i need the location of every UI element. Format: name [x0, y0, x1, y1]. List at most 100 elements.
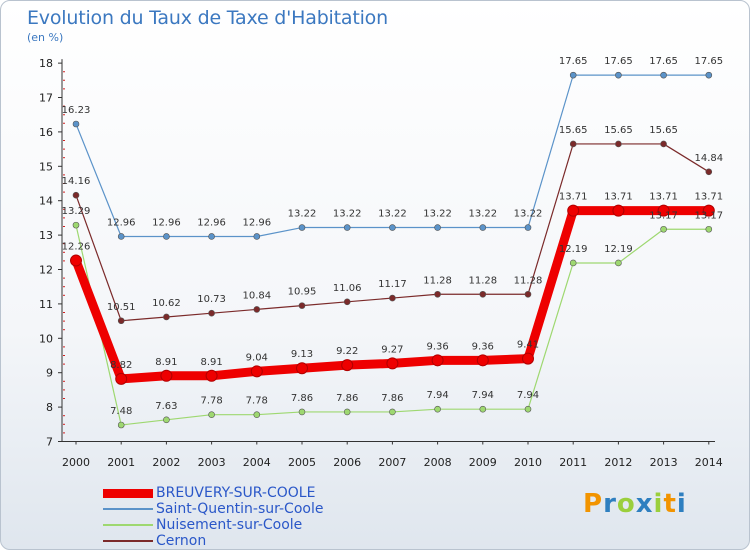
- data-label: 10.95: [288, 287, 317, 298]
- data-label: 8.91: [200, 357, 222, 368]
- series-point: [163, 233, 170, 240]
- legend-swatch: [103, 524, 153, 526]
- data-label: 9.22: [336, 346, 358, 357]
- x-tick-label: 2006: [333, 456, 361, 469]
- series-point: [341, 359, 354, 372]
- data-label: 11.28: [514, 275, 543, 286]
- series-line: [75, 143, 710, 322]
- series-point: [612, 204, 625, 217]
- data-label: 7.86: [381, 393, 403, 404]
- data-label: 17.65: [559, 56, 588, 67]
- legend-swatch: [103, 508, 153, 510]
- series-point: [298, 302, 306, 309]
- series-point: [343, 298, 351, 306]
- series-point: [298, 408, 306, 416]
- series-point: [115, 372, 128, 385]
- data-label: 17.65: [604, 56, 633, 67]
- y-tick-label: 14: [39, 195, 53, 208]
- y-tick-label: 10: [39, 332, 53, 345]
- data-label: 13.71: [694, 192, 723, 203]
- series-point: [205, 369, 218, 382]
- x-tick-label: 2000: [62, 456, 90, 469]
- x-tick-label: 2004: [243, 456, 271, 469]
- x-tick-label: 2008: [424, 456, 452, 469]
- legend-label: BREUVERY-SUR-COOLE: [156, 485, 316, 501]
- series-point: [434, 405, 441, 413]
- legend-label: Cernon: [156, 533, 207, 549]
- series-point: [660, 140, 667, 148]
- data-label: 10.73: [197, 294, 226, 305]
- series-point: [253, 233, 261, 240]
- series-point: [569, 259, 577, 267]
- data-label: 17.65: [649, 56, 678, 67]
- series-point: [163, 416, 170, 424]
- series-point: [431, 354, 444, 367]
- series-point: [657, 204, 670, 217]
- data-label: 7.94: [517, 390, 539, 401]
- logo-letter: i: [676, 489, 687, 519]
- series-point: [250, 365, 263, 378]
- data-label: 9.13: [291, 349, 313, 360]
- data-label: 15.65: [649, 125, 678, 136]
- y-tick-label: 17: [39, 92, 53, 105]
- logo-letter: r: [603, 489, 617, 519]
- data-label: 13.17: [694, 210, 723, 221]
- y-tick-label: 9: [46, 367, 53, 380]
- y-tick-label: 8: [46, 401, 53, 414]
- data-label: 7.78: [200, 396, 222, 407]
- proxiti-logo: Proxiti: [583, 489, 687, 519]
- data-label: 10.51: [107, 302, 136, 313]
- series-point: [434, 224, 441, 231]
- logo-letter: P: [583, 489, 604, 519]
- series-point: [476, 354, 489, 367]
- data-label: 7.94: [426, 390, 448, 401]
- series-point: [386, 357, 399, 370]
- data-label: 13.71: [649, 192, 678, 203]
- series-point: [569, 140, 577, 148]
- series-point: [208, 233, 215, 240]
- data-label: 13.22: [288, 209, 317, 220]
- series-point: [72, 221, 80, 229]
- data-label: 7.48: [110, 406, 132, 417]
- series-point: [702, 204, 715, 217]
- data-label: 13.22: [468, 209, 497, 220]
- series-point: [524, 224, 532, 231]
- x-tick-label: 2010: [514, 456, 542, 469]
- series-point: [70, 254, 82, 267]
- series-point: [479, 290, 487, 298]
- data-label: 12.26: [62, 242, 91, 253]
- y-axis-unit: (en %): [27, 31, 64, 44]
- legend-swatch: [103, 540, 153, 542]
- x-tick-label: 2001: [107, 456, 135, 469]
- x-tick-label: 2003: [198, 456, 226, 469]
- series-point: [160, 369, 173, 382]
- legend-label: Saint-Quentin-sur-Coole: [156, 501, 324, 517]
- chart-title: Evolution du Taux de Taxe d'Habitation: [27, 7, 388, 29]
- series-point: [479, 405, 487, 413]
- data-label: 13.17: [649, 210, 678, 221]
- data-label: 9.36: [426, 341, 448, 352]
- data-label: 8.91: [155, 357, 177, 368]
- series-point: [117, 421, 125, 429]
- logo-letter: i: [653, 489, 664, 519]
- series-point: [163, 313, 170, 321]
- legend-swatch: [103, 488, 153, 498]
- series-point: [660, 71, 667, 79]
- series-point: [389, 294, 396, 302]
- series-point: [567, 204, 580, 217]
- series-point: [298, 224, 306, 231]
- logo-letter: x: [635, 489, 654, 519]
- x-tick-label: 2009: [469, 456, 497, 469]
- data-label: 11.06: [333, 283, 362, 294]
- series-point: [615, 140, 622, 148]
- series-point: [208, 411, 215, 418]
- series-point: [117, 233, 125, 240]
- data-label: 12.96: [107, 217, 136, 228]
- data-label: 13.22: [378, 209, 407, 220]
- data-label: 17.65: [694, 56, 723, 67]
- series-point: [253, 411, 261, 418]
- y-tick-label: 13: [39, 229, 53, 242]
- x-tick-label: 2011: [559, 456, 587, 469]
- data-label: 7.78: [246, 396, 268, 407]
